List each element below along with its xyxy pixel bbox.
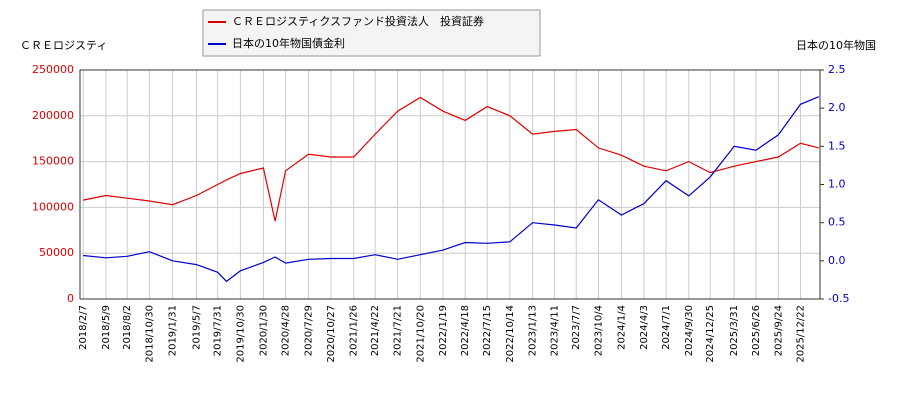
y-tick-label: 100000 bbox=[32, 200, 74, 213]
x-tick-label: 2018/10/30 bbox=[144, 305, 155, 363]
y2-axis-label: 日本の10年物国 bbox=[796, 38, 876, 52]
legend-box bbox=[202, 9, 541, 57]
x-tick-label: 2020/10/27 bbox=[326, 305, 337, 363]
x-tick-label: 2018/2/7 bbox=[78, 305, 89, 350]
x-tick-label: 2020/4/28 bbox=[281, 305, 292, 356]
y2-tick-label: 0.5 bbox=[828, 216, 846, 229]
y-axis-label: ＣＲＥロジスティ bbox=[20, 39, 107, 52]
x-tick-label: 2022/10/14 bbox=[505, 305, 516, 363]
series-line bbox=[83, 96, 819, 222]
y2-tick-label: 2.5 bbox=[828, 63, 846, 76]
legend-label: ＣＲＥロジスティクスファンド投資法人 投資証券 bbox=[232, 14, 484, 28]
x-tick-label: 2023/4/11 bbox=[550, 305, 561, 356]
y-tick-label: 0 bbox=[67, 292, 74, 305]
x-tick-label: 2024/4/3 bbox=[639, 305, 650, 350]
y2-tick-label: 0.0 bbox=[828, 254, 846, 267]
x-tick-label: 2020/1/30 bbox=[258, 305, 269, 356]
x-tick-label: 2025/12/22 bbox=[796, 305, 807, 363]
y-tick-label: 250000 bbox=[32, 63, 74, 76]
x-tick-label: 2023/10/4 bbox=[593, 305, 604, 356]
y-tick-label: 50000 bbox=[39, 246, 74, 259]
x-tick-label: 2021/1/26 bbox=[349, 305, 360, 356]
x-tick-label: 2024/7/1 bbox=[661, 305, 672, 350]
x-tick-label: 2024/12/25 bbox=[705, 305, 716, 363]
y2-tick-label: 1.5 bbox=[828, 139, 846, 152]
x-tick-label: 2021/4/22 bbox=[370, 305, 381, 356]
x-tick-label: 2019/1/31 bbox=[168, 305, 179, 356]
plot-frame bbox=[79, 69, 821, 300]
x-tick-label: 2024/1/4 bbox=[616, 305, 627, 350]
x-tick-label: 2023/7/7 bbox=[571, 305, 582, 350]
x-tick-label: 2022/4/18 bbox=[460, 305, 471, 356]
x-tick-label: 2019/5/7 bbox=[192, 305, 203, 350]
y2-tick-label: -0.5 bbox=[828, 292, 849, 305]
x-tick-label: 2018/8/2 bbox=[122, 305, 133, 350]
x-tick-label: 2021/10/20 bbox=[415, 305, 426, 363]
x-tick-label: 2025/3/31 bbox=[729, 305, 740, 356]
x-tick-label: 2020/7/29 bbox=[304, 305, 315, 356]
legend-label: 日本の10年物国債金利 bbox=[232, 36, 345, 50]
y-tick-label: 150000 bbox=[32, 155, 74, 168]
y2-tick-label: 1.0 bbox=[828, 178, 846, 191]
x-tick-label: 2024/9/30 bbox=[684, 305, 695, 356]
x-tick-label: 2021/7/21 bbox=[393, 305, 404, 356]
series-line bbox=[83, 96, 820, 283]
x-tick-label: 2022/1/19 bbox=[438, 305, 449, 356]
x-tick-label: 2019/7/31 bbox=[213, 305, 224, 356]
x-tick-label: 2019/10/30 bbox=[235, 305, 246, 363]
x-tick-label: 2025/9/24 bbox=[773, 305, 784, 356]
x-tick-label: 2025/6/26 bbox=[751, 305, 762, 356]
x-tick-label: 2022/7/15 bbox=[482, 305, 493, 356]
y2-tick-label: 2.0 bbox=[828, 101, 846, 114]
y-tick-label: 200000 bbox=[32, 109, 74, 122]
x-tick-label: 2023/1/13 bbox=[528, 305, 539, 356]
x-tick-label: 2018/5/9 bbox=[101, 305, 112, 350]
